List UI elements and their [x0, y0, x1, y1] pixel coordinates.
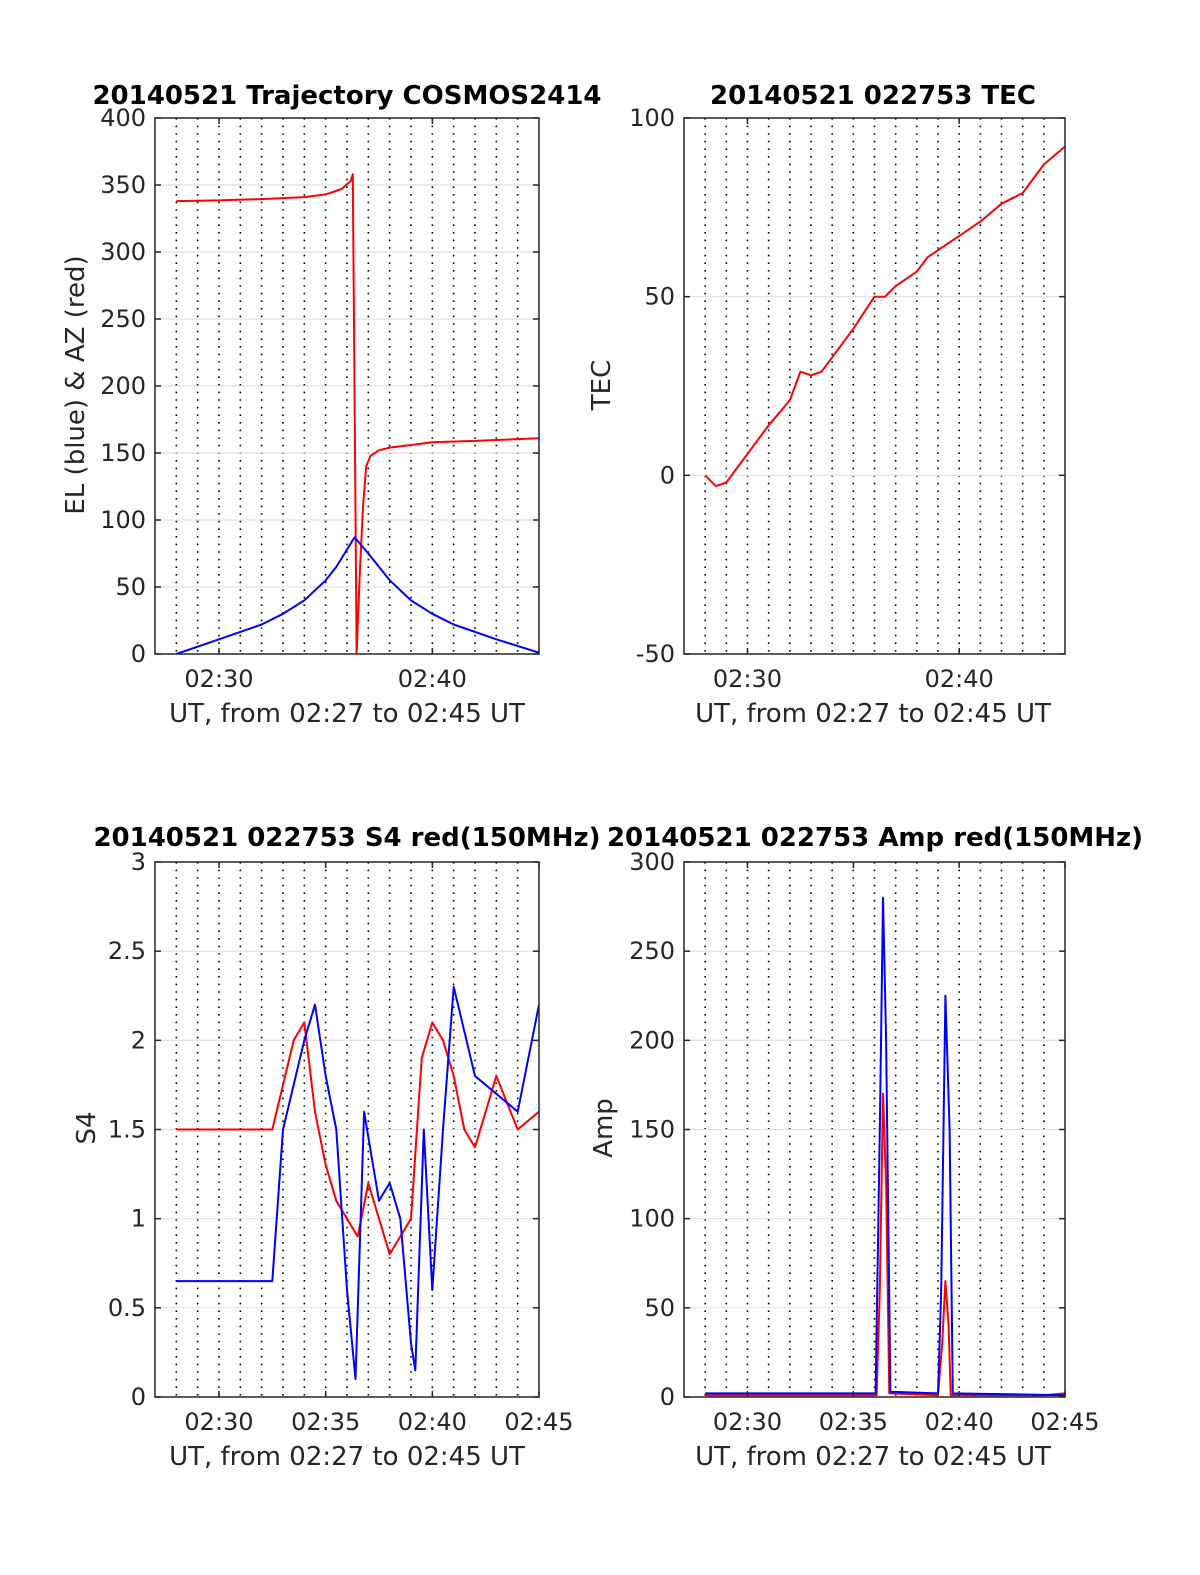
amp-series-line-0 — [705, 1092, 1065, 1397]
tec-title: 20140521 022753 TEC — [710, 81, 1036, 111]
tec-xlabel: UT, from 02:27 to 02:45 UT — [695, 699, 1051, 729]
amp-xtick-label: 02:30 — [713, 1408, 782, 1436]
amp-ytick-label: 100 — [629, 1205, 675, 1233]
amp-ytick-label: 0 — [660, 1383, 675, 1411]
s4-ylabel: S4 — [72, 1111, 102, 1144]
tec-plot-area — [704, 145, 1065, 488]
trajectory-ytick-label: 350 — [100, 171, 146, 199]
tec-ytick-label: 100 — [629, 104, 675, 132]
amp-xtick-label: 02:40 — [925, 1408, 994, 1436]
trajectory-panel: 20140521 Trajectory COSMOS2414 UT, from … — [61, 81, 602, 729]
trajectory-series-line-0 — [176, 173, 539, 654]
trajectory-ytick-label: 400 — [100, 104, 146, 132]
amp-xtick-label: 02:45 — [1030, 1408, 1099, 1436]
s4-title: 20140521 022753 S4 red(150MHz) — [93, 823, 600, 853]
tec-panel: 20140521 022753 TEC UT, from 02:27 to 02… — [587, 81, 1066, 729]
tec-ytick-label: 50 — [644, 283, 675, 311]
trajectory-ytick-label: 0 — [131, 640, 146, 668]
amp-ytick-label: 150 — [629, 1116, 675, 1144]
s4-ytick-label: 0.5 — [108, 1294, 146, 1322]
s4-plot-area — [176, 985, 539, 1381]
trajectory-ylabel: EL (blue) & AZ (red) — [61, 255, 91, 514]
trajectory-ytick-label: 100 — [100, 506, 146, 534]
s4-ytick-label: 2 — [131, 1026, 146, 1054]
amp-xtick-label: 02:35 — [819, 1408, 888, 1436]
tec-axes-box — [683, 117, 1066, 655]
s4-ytick-label: 1.5 — [108, 1116, 146, 1144]
trajectory-plot-area — [175, 173, 539, 654]
amp-ytick-label: 50 — [644, 1294, 675, 1322]
tec-ylabel: TEC — [587, 360, 617, 411]
tec-grid — [684, 118, 1065, 654]
s4-series-line-0 — [176, 1021, 539, 1256]
amp-ytick-label: 300 — [629, 848, 675, 876]
trajectory-ytick-label: 200 — [100, 372, 146, 400]
s4-series-line-1 — [176, 985, 539, 1381]
s4-xtick-label: 02:35 — [291, 1408, 360, 1436]
trajectory-title: 20140521 Trajectory COSMOS2414 — [92, 81, 601, 111]
amp-xlabel: UT, from 02:27 to 02:45 UT — [695, 1442, 1051, 1472]
amp-ytick-label: 200 — [629, 1026, 675, 1054]
trajectory-ytick-label: 250 — [100, 305, 146, 333]
trajectory-grid — [155, 118, 539, 654]
tec-series-line-0 — [704, 145, 1065, 488]
tec-ytick-label: -50 — [636, 640, 675, 668]
s4-xtick-label: 02:40 — [398, 1408, 467, 1436]
s4-ytick-label: 3 — [131, 848, 146, 876]
amp-ytick-label: 250 — [629, 937, 675, 965]
s4-panel: 20140521 022753 S4 red(150MHz) UT, from … — [72, 823, 601, 1472]
trajectory-xtick-label: 02:30 — [184, 665, 253, 693]
amp-ylabel: Amp — [589, 1098, 619, 1158]
tec-ytick-label: 0 — [660, 461, 675, 489]
trajectory-ytick-label: 50 — [115, 573, 146, 601]
trajectory-xtick-label: 02:40 — [398, 665, 467, 693]
tec-xtick-label: 02:30 — [713, 665, 782, 693]
amp-panel: 20140521 022753 Amp red(150MHz) UT, from… — [589, 823, 1143, 1472]
amp-title: 20140521 022753 Amp red(150MHz) — [607, 823, 1143, 853]
s4-ytick-label: 1 — [131, 1205, 146, 1233]
amp-grid — [684, 862, 1065, 1397]
tec-xtick-label: 02:40 — [925, 665, 994, 693]
trajectory-xlabel: UT, from 02:27 to 02:45 UT — [169, 699, 525, 729]
s4-ytick-label: 0 — [131, 1383, 146, 1411]
s4-ytick-label: 2.5 — [108, 937, 146, 965]
s4-xtick-label: 02:45 — [504, 1408, 573, 1436]
trajectory-series-line-1 — [175, 536, 539, 654]
trajectory-ytick-label: 150 — [100, 439, 146, 467]
amp-series-line-1 — [705, 896, 1065, 1397]
trajectory-ytick-label: 300 — [100, 238, 146, 266]
s4-xlabel: UT, from 02:27 to 02:45 UT — [169, 1442, 525, 1472]
amp-plot-area — [705, 896, 1065, 1397]
s4-xtick-label: 02:30 — [184, 1408, 253, 1436]
